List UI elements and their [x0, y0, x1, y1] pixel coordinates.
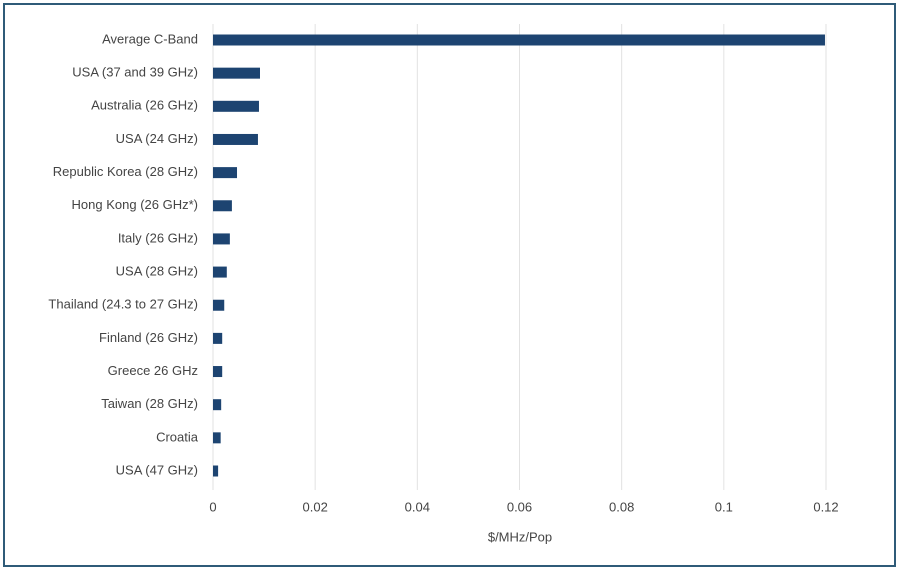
x-tick-label: 0.06 [507, 499, 532, 514]
bar [213, 266, 227, 278]
y-tick-label: Australia (26 GHz) [91, 98, 198, 113]
bar [213, 233, 230, 245]
y-tick-label: USA (47 GHz) [116, 462, 198, 477]
x-tick-label: 0.08 [609, 499, 634, 514]
y-tick-label: USA (28 GHz) [116, 264, 198, 279]
y-tick-label: Taiwan (28 GHz) [101, 396, 198, 411]
bar [213, 34, 825, 46]
bar [213, 366, 223, 378]
bar [213, 332, 223, 344]
x-tick-label: 0.1 [715, 499, 733, 514]
x-axis-label: $/MHz/Pop [488, 529, 552, 544]
y-tick-label: USA (24 GHz) [116, 131, 198, 146]
bar [213, 200, 232, 212]
y-tick-label: USA (37 and 39 GHz) [72, 65, 198, 80]
y-tick-label: Croatia [156, 429, 199, 444]
x-tick-label: 0.04 [405, 499, 430, 514]
y-tick-label: Republic Korea (28 GHz) [53, 164, 198, 179]
bar [213, 465, 219, 477]
frame [3, 3, 896, 567]
y-tick-label: Hong Kong (26 GHz*) [72, 197, 198, 212]
y-tick-label: Italy (26 GHz) [118, 230, 198, 245]
bar [213, 167, 238, 179]
x-tick-label: 0.02 [303, 499, 328, 514]
bar [213, 432, 221, 444]
x-tick-label: 0.12 [813, 499, 838, 514]
y-tick-label: Greece 26 GHz [108, 363, 198, 378]
bar [213, 133, 258, 145]
bar [213, 399, 222, 411]
bar [213, 67, 260, 79]
bar [213, 299, 225, 311]
bar [213, 100, 259, 112]
y-tick-label: Thailand (24.3 to 27 GHz) [48, 297, 198, 312]
x-tick-label: 0 [209, 499, 216, 514]
y-tick-label: Average C-Band [102, 31, 198, 46]
y-tick-label: Finland (26 GHz) [99, 330, 198, 345]
